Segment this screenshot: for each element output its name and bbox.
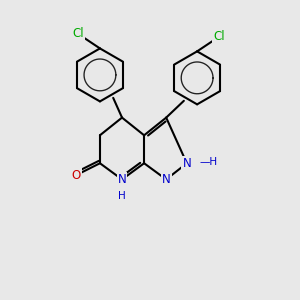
Text: Cl: Cl [72, 27, 84, 40]
Text: H: H [118, 190, 126, 201]
Text: Cl: Cl [213, 30, 225, 43]
Text: O: O [72, 169, 81, 182]
Text: N: N [162, 173, 171, 186]
Text: N: N [118, 173, 126, 186]
Text: N: N [182, 157, 191, 170]
Text: —H: —H [199, 157, 217, 167]
